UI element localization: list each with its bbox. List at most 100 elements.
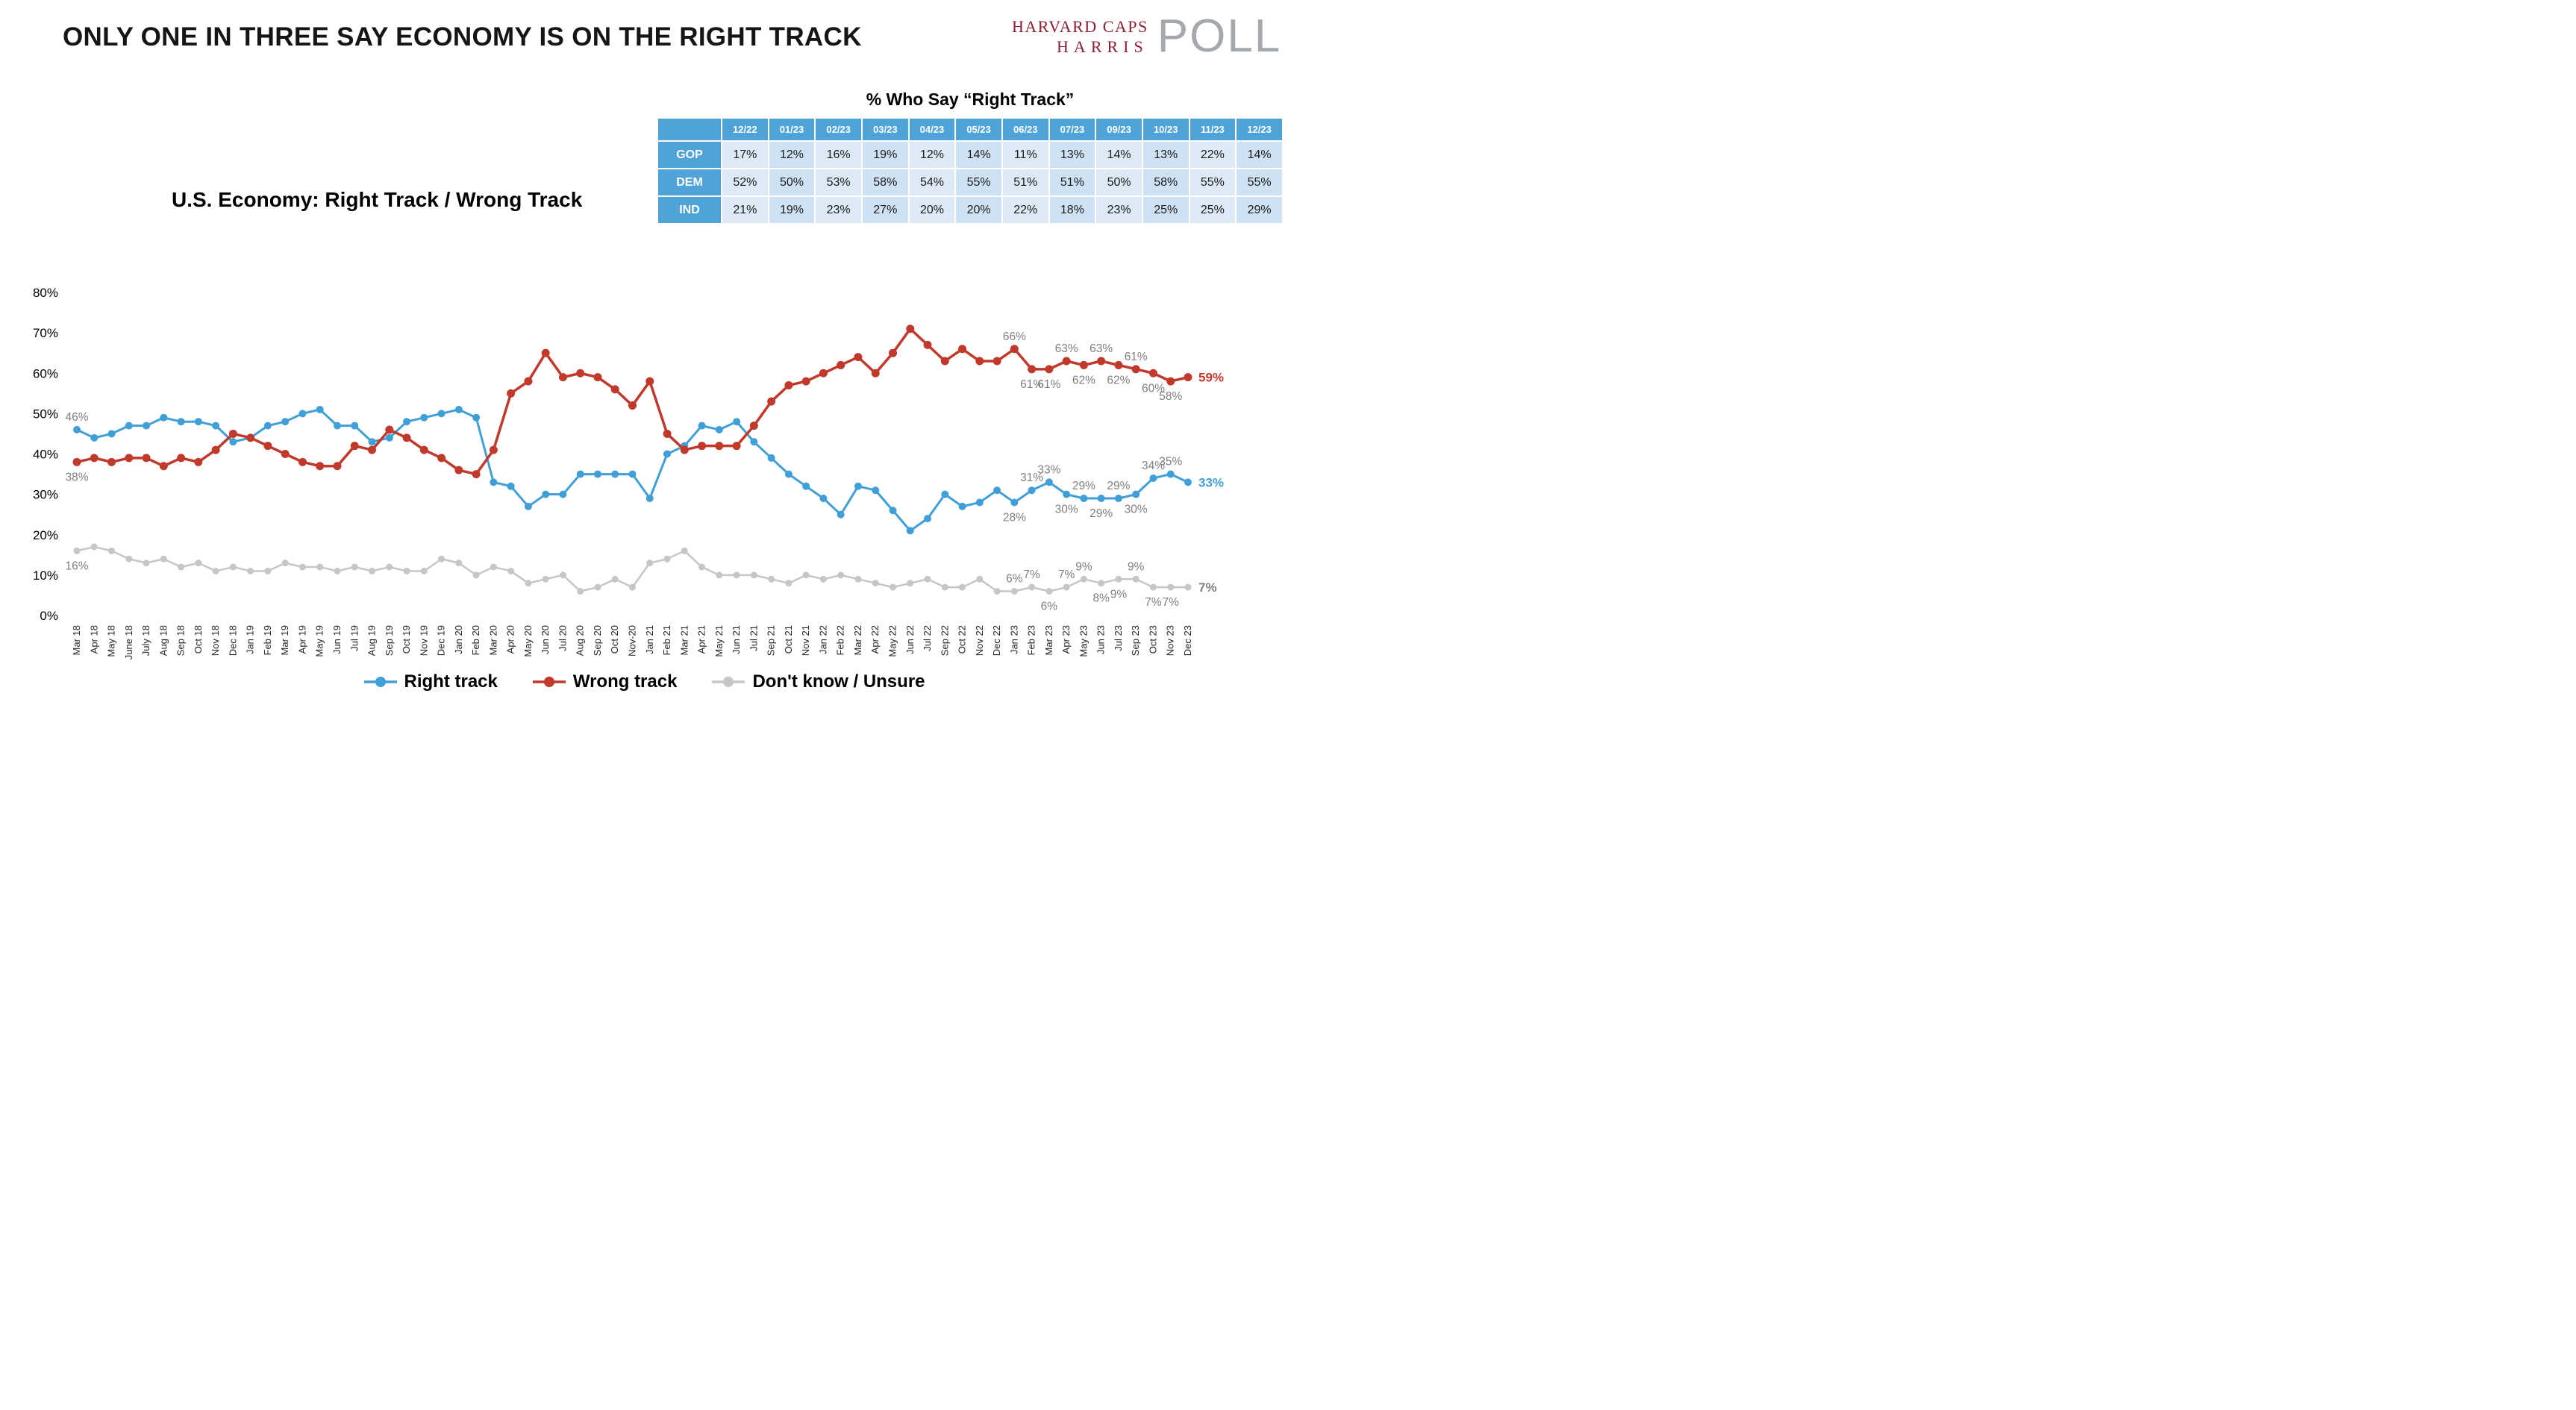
y-tick-label: 20% [33,528,58,542]
table-row-label: IND [657,195,722,225]
table-cell: 20% [907,195,957,225]
wrong-track-point [72,457,81,466]
data-label: 33% [1037,463,1060,476]
table-col-header: 11/23 [1188,117,1237,142]
data-label: 6% [1041,601,1058,613]
economy-trend-chart: 0%10%20%30%40%50%60%70%80%Mar 18 Apr 18 Ma… [33,286,1224,659]
right-track-point [1010,498,1019,507]
data-label: 7% [1145,596,1162,609]
table-cell: 19% [767,195,816,225]
x-tick-label: Feb 21 [661,625,672,655]
dont-know-point [490,563,497,571]
dont-know-point [854,575,862,583]
right-track-point [819,495,828,503]
right-track-point [1063,490,1071,498]
data-labels: 46%38%16%66%61%61%63%62%63%62%61%60%58%2… [65,330,1182,613]
x-tick-label: Apr 20 [505,625,516,654]
dont-know-point [108,547,116,554]
x-tick-label: Jun 23 [1095,625,1107,654]
dont-know-point [143,560,150,567]
table-col-header: 04/23 [907,117,957,142]
wrong-track-point [663,429,672,438]
dont-know-point [1132,575,1139,583]
x-tick-label: Apr 23 [1060,625,1072,654]
data-label: 7% [1023,568,1040,581]
wrong-track-point [1148,369,1157,377]
legend-label-dont-know: Don't know / Unsure [752,671,925,692]
dont-know-point [1184,583,1192,591]
right-track-point [750,438,758,446]
x-tick-label: Mar 19 [279,625,290,655]
table-cell: 52% [721,168,769,197]
x-tick-label: Jan 21 [644,625,655,654]
wrong-track-legend-marker [532,677,566,687]
dont-know-point [455,560,463,567]
table-col-header: 12/22 [721,117,769,142]
x-tick-label: Aug 19 [366,625,378,656]
x-tick-label: Feb 23 [1026,625,1037,655]
wrong-track-point [645,377,654,386]
right-track-point [1028,486,1036,495]
right-track-point [507,482,515,490]
wrong-track-point [576,369,585,377]
series-end-label: 7% [1198,580,1217,595]
y-tick-label: 70% [33,326,58,340]
data-label: 9% [1128,560,1145,573]
dont-know-point [472,571,480,579]
wrong-track-point [801,377,810,386]
table-cell: 27% [860,195,910,225]
table-col-header: 02/23 [814,117,863,142]
x-tick-label: Apr 21 [696,625,707,654]
logo-poll: POLL [1157,10,1282,62]
right-track-point [1114,495,1122,503]
right-track-point [924,515,932,523]
right-track-table: 12/22 01/23 02/23 03/23 04/23 05/23 06/23 07/23… [657,117,1284,225]
wrong-track-point [992,357,1001,366]
data-label: 28% [1003,511,1026,524]
table-row: GOP 17% 12% 16% 19% 12% 14% 11% 13% 14% 13% 22% 14% [657,140,1284,169]
table-cell: 14% [954,140,1003,169]
data-label: 29% [1107,480,1130,492]
dont-know-point [889,583,896,591]
dont-know-point [785,580,793,587]
data-label: 38% [65,471,88,483]
wrong-track-point [419,445,428,454]
x-tick-label: Jul 19 [348,625,360,651]
wrong-track-point [1045,365,1054,374]
x-tick-label: Oct 19 [401,625,412,654]
right-track-point [143,422,151,430]
x-tick-label: Dec 19 [436,625,447,656]
right-track-point [941,490,949,498]
table-col-header: 09/23 [1095,117,1143,142]
wrong-track-point [159,462,168,471]
dont-know-point [1080,575,1087,583]
right-track-point [663,450,672,458]
dont-know-point [1115,575,1122,583]
right-track-point [194,418,202,426]
wrong-track-point [698,442,707,451]
x-tick-label: Apr 22 [869,625,881,654]
right-track-point [993,486,1001,495]
right-track-point [698,422,706,430]
legend-label-right-track: Right track [404,671,498,692]
wrong-track-point [593,373,602,382]
right-track-point [263,422,272,430]
wrong-track-point [228,429,237,438]
right-track-point [351,422,359,430]
x-tick-label: Nov 23 [1165,625,1176,656]
table-cell: 25% [1141,195,1190,225]
dont-know-point [73,547,81,554]
table-cell: 19% [860,140,910,169]
data-label: 61% [1125,351,1148,363]
right-track-point [160,413,168,422]
data-label: 62% [1072,374,1095,386]
table-corner-cell [657,117,722,142]
x-tick-label: May 23 [1078,625,1089,657]
x-tick-label: Dec 23 [1182,625,1193,656]
x-tick-label: Oct 18 [193,625,204,654]
y-tick-label: 30% [33,488,58,502]
table-cell: 55% [1188,168,1237,197]
dont-know-point [924,575,931,583]
dont-know-point [872,580,879,587]
series-end-label: 33% [1198,475,1224,489]
